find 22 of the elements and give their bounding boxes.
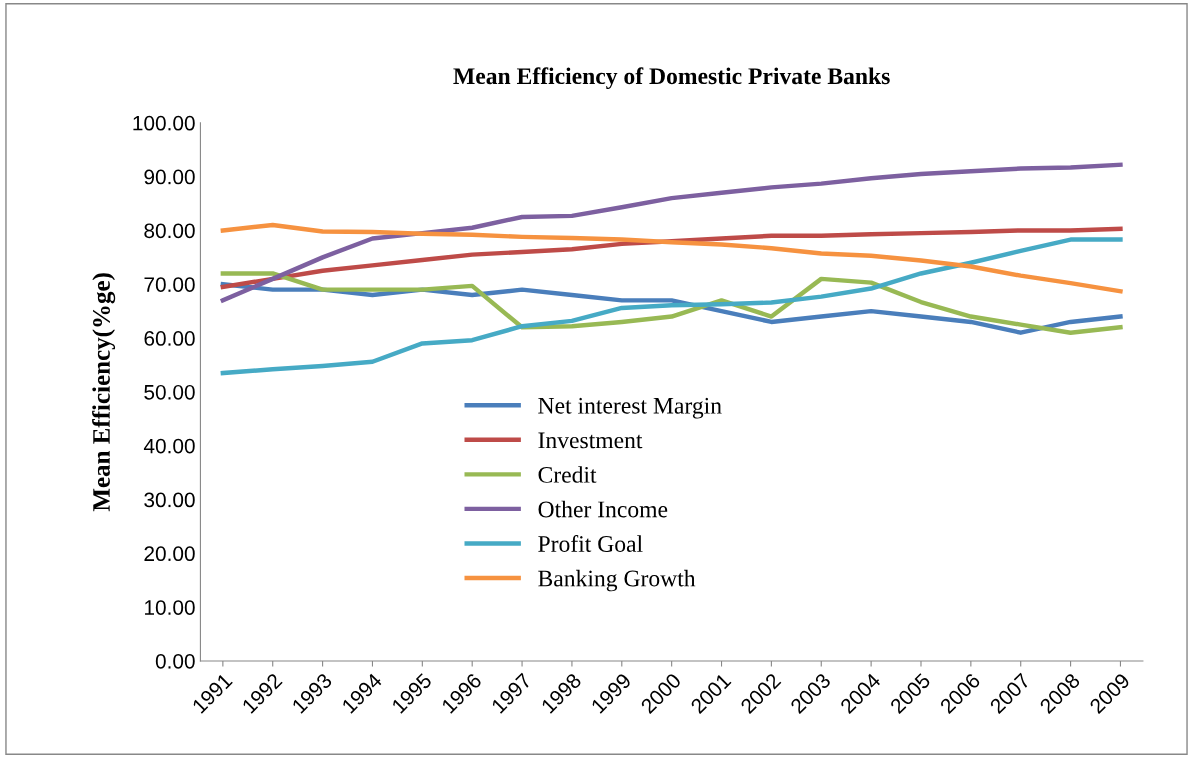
legend-label: Banking Growth (538, 569, 696, 592)
line-series (220, 237, 1123, 376)
y-tick-label: 0.00 (155, 653, 195, 669)
y-tick-label: 90.00 (144, 169, 195, 185)
line-series (220, 271, 1123, 335)
y-tick-label: 60.00 (144, 331, 195, 346)
legend-label: Credit (538, 466, 597, 483)
y-tick-label: 10.00 (145, 600, 195, 615)
legend-label: Net interest Margin (538, 397, 722, 419)
y-tick-label: 20.00 (144, 546, 195, 562)
legend-label: Other Income (538, 500, 668, 518)
y-tick-label: 80.00 (144, 223, 195, 239)
legend-label: Investment (538, 432, 643, 449)
legend-label: Profit Goal (538, 535, 643, 552)
y-axis-title: Mean Efficiency(%ge) (92, 273, 116, 512)
line-series (220, 162, 1123, 303)
chart-title: Mean Efficiency of Domestic Private Banks (453, 67, 890, 89)
y-tick-label: 70.00 (144, 277, 195, 292)
y-tick-label: 100.00 (133, 115, 195, 131)
y-tick-label: 40.00 (143, 438, 195, 454)
y-tick-label: 30.00 (144, 492, 195, 508)
y-tick-label: 50.00 (144, 384, 195, 400)
